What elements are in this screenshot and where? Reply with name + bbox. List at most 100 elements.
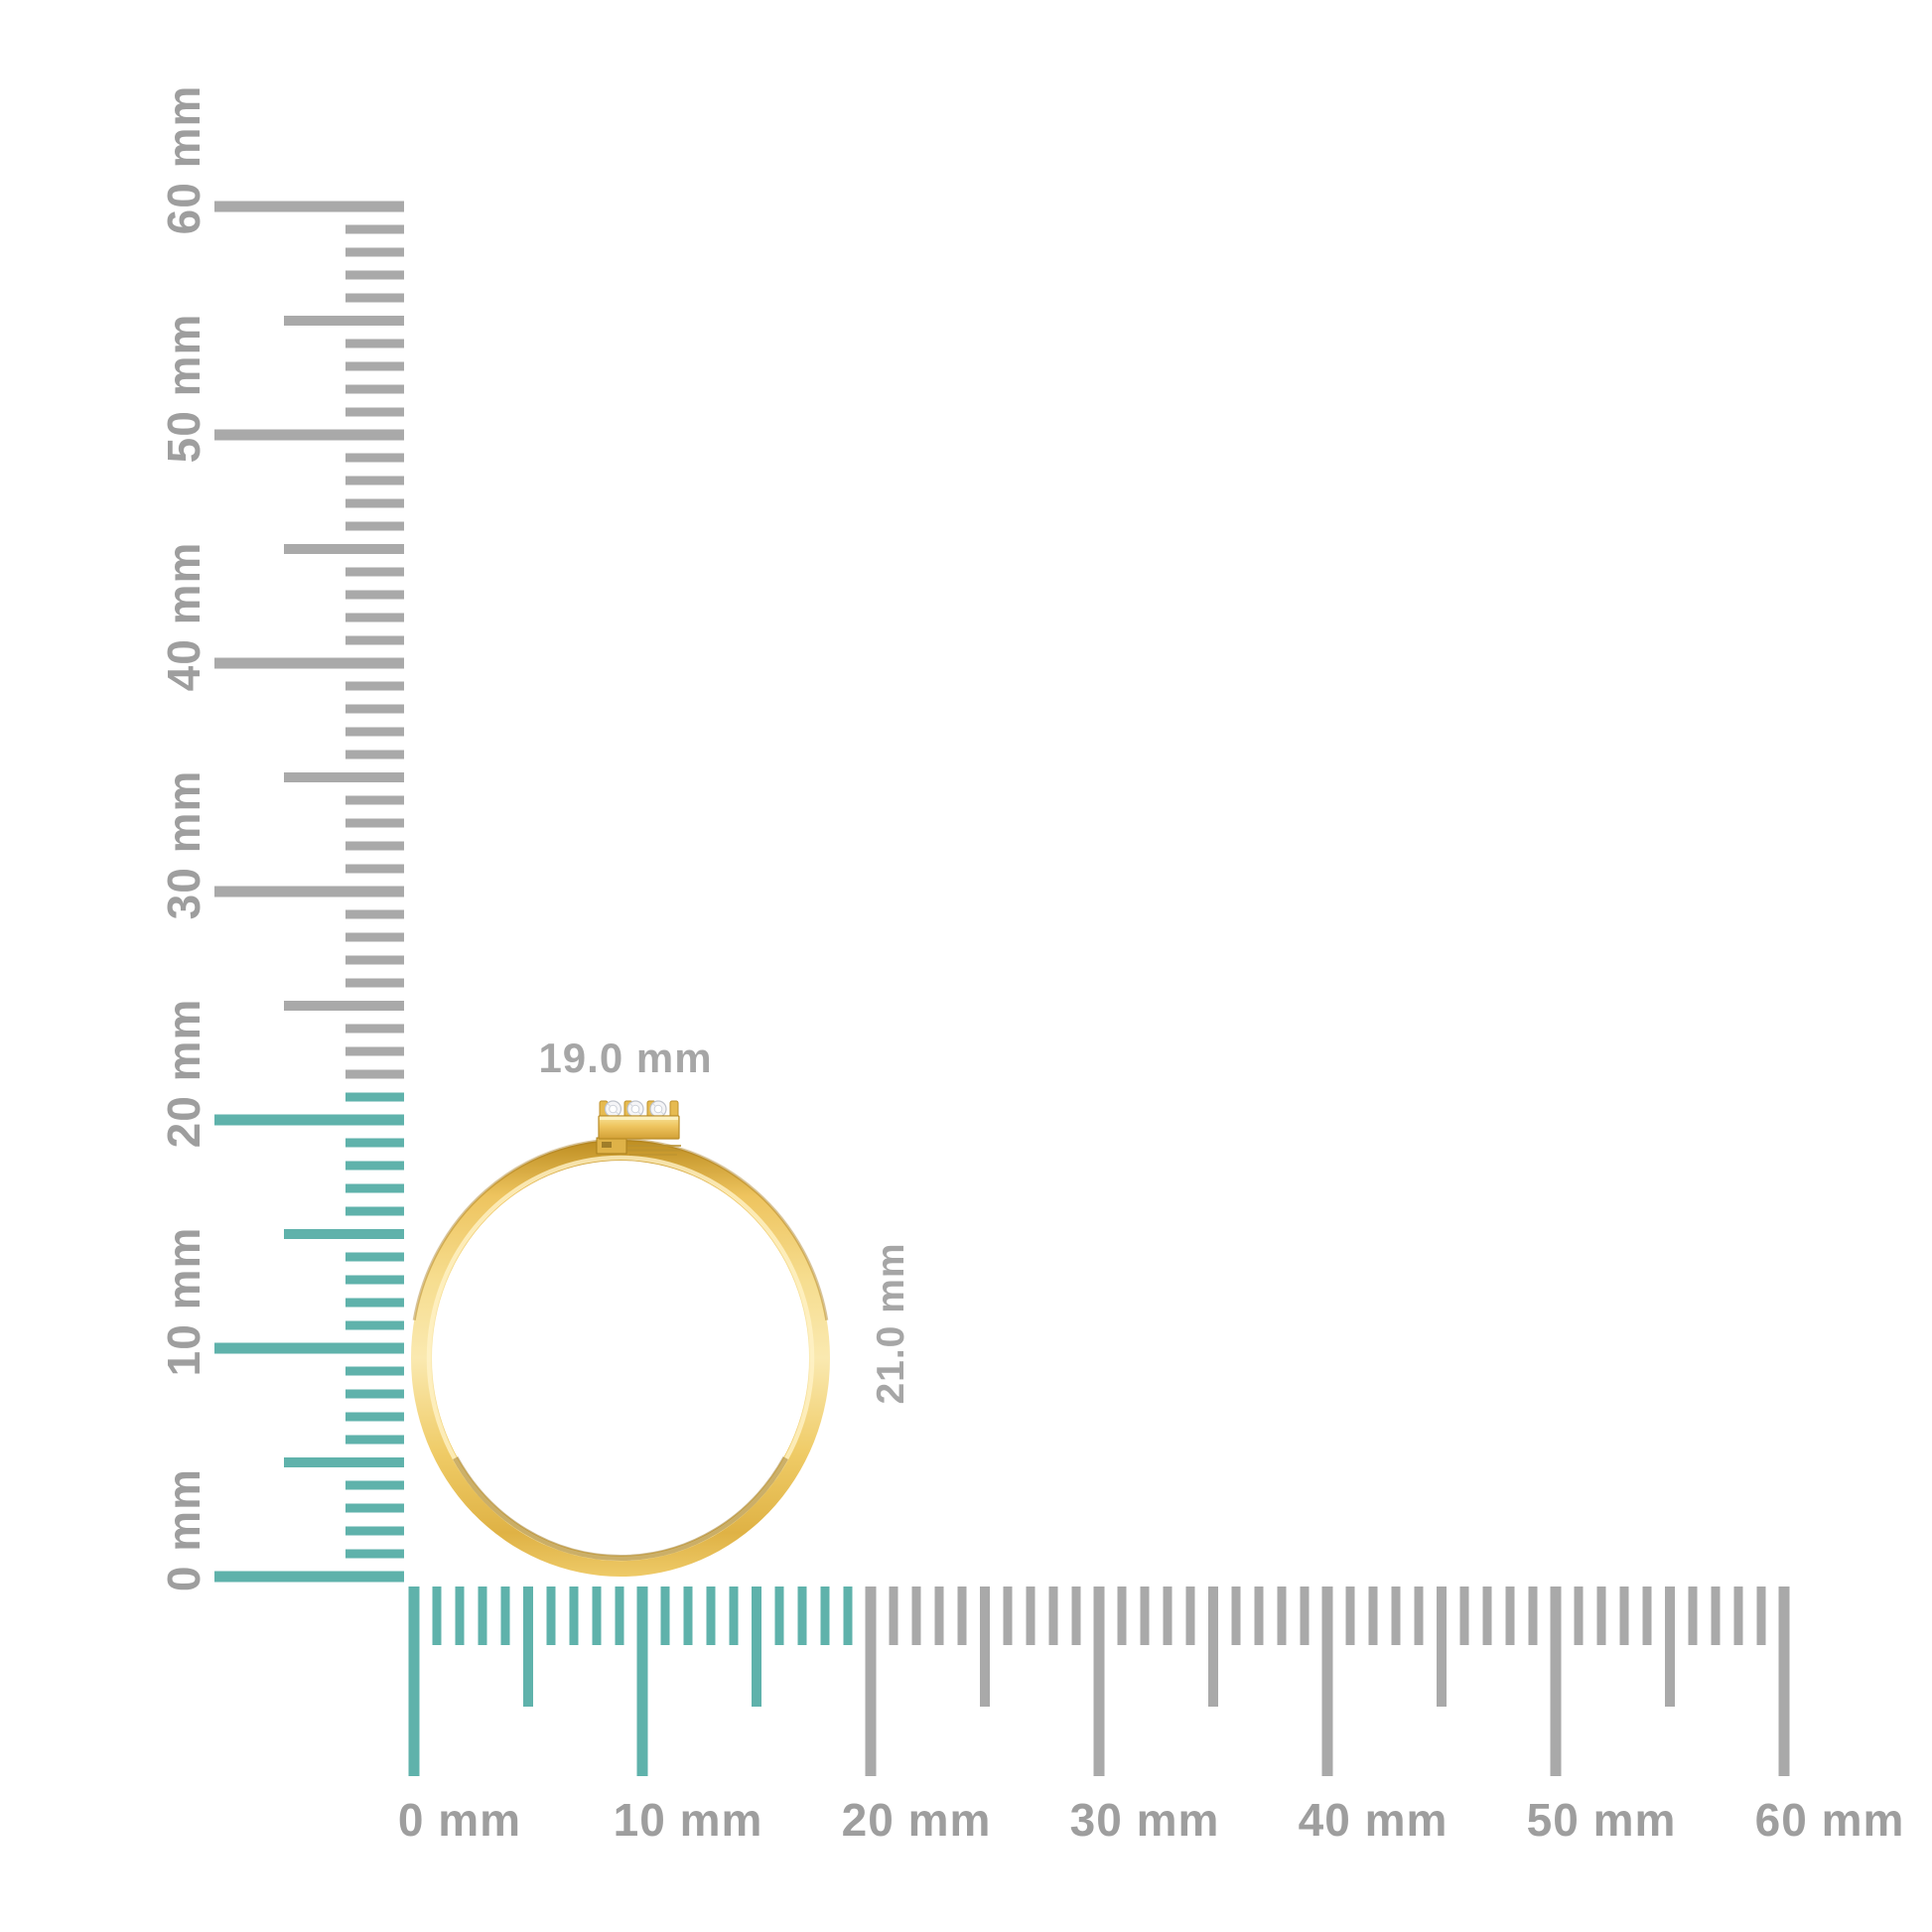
horizontal-ruler-tick [432, 1587, 442, 1645]
vertical-ruler-tick [345, 1298, 404, 1308]
horizontal-ruler-tick [569, 1587, 579, 1645]
vertical-ruler-tick [345, 1069, 404, 1079]
horizontal-ruler-tick [820, 1587, 830, 1645]
horizontal-ruler-tick [1505, 1587, 1515, 1645]
ring-band [411, 1140, 830, 1577]
horizontal-ruler-tick [1231, 1587, 1241, 1645]
vertical-ruler-tick [345, 1183, 404, 1193]
vertical-ruler-tick [345, 978, 404, 988]
vertical-ruler-tick [345, 613, 404, 622]
horizontal-ruler-tick [1459, 1587, 1469, 1645]
vertical-ruler-tick [214, 1342, 404, 1354]
horizontal-ruler-tick [1048, 1587, 1058, 1645]
setting-connector [596, 1137, 681, 1156]
horizontal-ruler-tick [1550, 1587, 1562, 1776]
vertical-ruler-tick [345, 293, 404, 303]
vertical-ruler-tick [345, 1480, 404, 1490]
vertical-ruler-tick [345, 955, 404, 965]
vertical-ruler-tick [345, 247, 404, 257]
vertical-ruler-tick [345, 1503, 404, 1513]
horizontal-ruler-tick [729, 1587, 739, 1645]
horizontal-ruler-label: 30 mm [1070, 1794, 1220, 1846]
horizontal-ruler-label: 0 mm [398, 1794, 521, 1846]
vertical-ruler-tick [345, 1435, 404, 1445]
vertical-ruler-label: 40 mm [158, 542, 209, 692]
horizontal-ruler-tick [706, 1587, 716, 1645]
vertical-ruler-tick [345, 1275, 404, 1285]
diamond-stone [626, 1100, 644, 1118]
ring-bottom-shadow [453, 1456, 788, 1562]
horizontal-ruler-tick [1071, 1587, 1081, 1645]
vertical-ruler-label: 20 mm [158, 999, 209, 1149]
horizontal-ruler-tick [752, 1587, 761, 1707]
horizontal-ruler-tick [523, 1587, 533, 1707]
vertical-ruler-tick [345, 384, 404, 394]
horizontal-ruler-tick [500, 1587, 510, 1645]
vertical-ruler-tick [345, 727, 404, 737]
horizontal-ruler-tick [455, 1587, 465, 1645]
horizontal-ruler-tick [1711, 1587, 1721, 1645]
vertical-ruler-tick [345, 635, 404, 645]
horizontal-ruler-label: 10 mm [614, 1794, 763, 1846]
vertical-ruler-label: 0 mm [158, 1468, 209, 1591]
vertical-ruler-tick [345, 1412, 404, 1422]
horizontal-ruler-tick [592, 1587, 602, 1645]
vertical-ruler-tick [345, 1161, 404, 1171]
vertical-ruler-tick [345, 1549, 404, 1559]
horizontal-ruler-tick [797, 1587, 807, 1645]
horizontal-ruler-tick [1093, 1587, 1105, 1776]
vertical-ruler-tick [345, 1389, 404, 1399]
gold-ring [411, 1100, 830, 1577]
vertical-ruler-tick [345, 567, 404, 577]
vertical-ruler-label: 50 mm [158, 314, 209, 464]
vertical-ruler-tick [345, 704, 404, 714]
horizontal-ruler-tick [683, 1587, 693, 1645]
vertical-ruler [214, 201, 404, 1583]
horizontal-ruler-tick [1688, 1587, 1698, 1645]
vertical-ruler-tick [345, 932, 404, 942]
vertical-ruler-tick [284, 1001, 404, 1011]
vertical-ruler-tick [345, 270, 404, 280]
horizontal-ruler-tick [636, 1587, 648, 1776]
vertical-ruler-tick [345, 407, 404, 417]
vertical-ruler-tick [345, 590, 404, 600]
vertical-ruler-tick [345, 1252, 404, 1262]
vertical-ruler-tick [284, 316, 404, 326]
horizontal-ruler-tick [1733, 1587, 1743, 1645]
height-dimension-label: 21.0 mm [870, 1242, 912, 1404]
vertical-ruler-tick [284, 544, 404, 554]
vertical-ruler-tick [345, 1046, 404, 1056]
vertical-ruler-label: 10 mm [158, 1227, 209, 1377]
vertical-ruler-tick [345, 909, 404, 919]
horizontal-ruler-tick [843, 1587, 853, 1645]
vertical-ruler-tick [214, 1571, 404, 1583]
vertical-ruler-tick [345, 1320, 404, 1330]
vertical-ruler-tick [284, 772, 404, 782]
horizontal-ruler-tick [934, 1587, 944, 1645]
diamond-stone [604, 1100, 622, 1118]
vertical-ruler-tick [345, 1366, 404, 1376]
vertical-ruler-tick [345, 818, 404, 828]
vertical-ruler-tick [345, 339, 404, 348]
vertical-ruler-tick [214, 1114, 404, 1126]
horizontal-ruler-tick [1208, 1587, 1218, 1707]
horizontal-ruler-tick [1163, 1587, 1173, 1645]
vertical-ruler-tick [214, 201, 404, 212]
horizontal-ruler-tick [1003, 1587, 1013, 1645]
horizontal-ruler-label: 20 mm [842, 1794, 992, 1846]
vertical-ruler-tick [345, 1206, 404, 1216]
horizontal-ruler-tick [1482, 1587, 1492, 1645]
horizontal-ruler-tick [1665, 1587, 1675, 1707]
horizontal-ruler-label: 50 mm [1527, 1794, 1677, 1846]
vertical-ruler-tick [345, 1526, 404, 1536]
vertical-ruler-tick [345, 1024, 404, 1034]
horizontal-ruler-tick [980, 1587, 990, 1707]
horizontal-ruler-tick [1619, 1587, 1629, 1645]
horizontal-ruler-tick [911, 1587, 921, 1645]
horizontal-ruler-tick [660, 1587, 670, 1645]
horizontal-ruler-tick [1117, 1587, 1127, 1645]
horizontal-ruler-tick [1140, 1587, 1150, 1645]
horizontal-ruler-tick [774, 1587, 784, 1645]
horizontal-ruler-tick [1254, 1587, 1264, 1645]
